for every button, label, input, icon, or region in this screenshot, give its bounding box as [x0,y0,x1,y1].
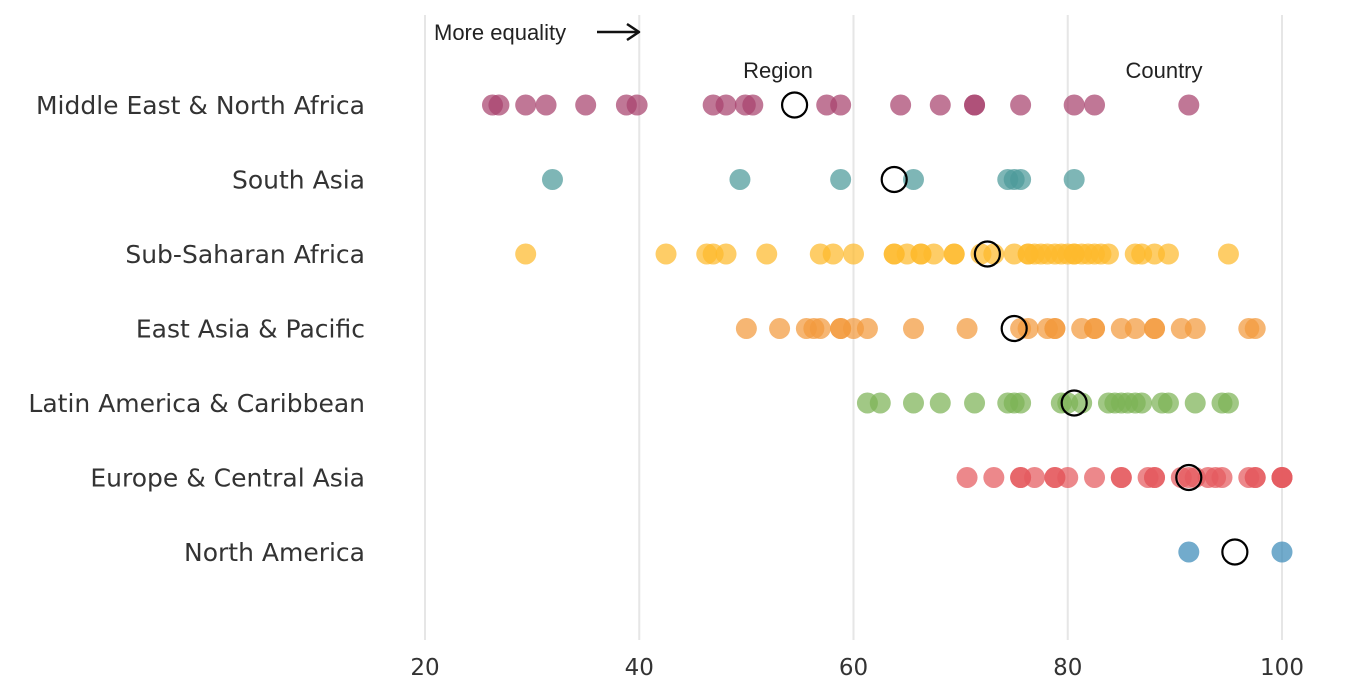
country-point [1178,94,1200,116]
country-point [869,392,891,414]
country-point [1217,392,1239,414]
country-point [1131,392,1153,414]
country-point [1244,467,1266,488]
x-tick-label: 60 [839,655,868,681]
country-point [964,94,986,116]
category-label: South Asia [232,166,365,195]
country-point [843,243,864,265]
country-point [923,243,945,265]
country-point [1063,94,1085,116]
country-point [1144,318,1166,339]
country-legend-label: Country [1125,58,1202,83]
country-point [1178,541,1200,563]
category-label: Sub-Saharan Africa [125,240,365,269]
country-points [481,94,1293,563]
country-point [1097,243,1119,265]
country-point [1084,467,1106,488]
country-point [535,94,557,116]
country-point [856,318,878,339]
country-point [1010,392,1032,414]
country-point [809,318,831,339]
country-point [1084,318,1106,339]
country-point [983,467,1005,488]
region-marker [1060,389,1088,417]
country-point [1110,467,1132,488]
country-point [956,467,978,488]
country-point [1157,392,1179,414]
region-marker [1221,538,1249,566]
country-point [1010,169,1032,190]
country-point [729,169,751,190]
x-tick-label: 80 [1053,655,1082,681]
country-point [488,94,510,116]
country-point [1024,467,1046,488]
region-marker [973,240,1002,268]
category-label: East Asia & Pacific [136,315,365,344]
country-point [902,392,924,414]
country-point [735,318,757,339]
category-label: North America [184,538,365,567]
x-tick-label: 100 [1260,655,1304,681]
country-point [822,243,844,265]
country-point [1063,169,1085,190]
country-point [929,392,951,414]
country-point [1084,94,1106,116]
region-marker [880,165,908,194]
country-point [769,318,791,339]
x-axis-tick-labels: 20 40 60 80 100 [410,655,1304,681]
x-tick-label: 20 [410,655,439,681]
region-legend-label: Region [743,58,813,83]
x-tick-label: 40 [625,655,654,681]
country-point [943,243,965,265]
right-arrow-icon [597,22,641,42]
country-point [515,94,537,116]
country-point [756,243,778,265]
country-point [1211,467,1233,488]
region-markers [780,91,1249,566]
country-point [1244,318,1266,339]
country-point [964,392,986,414]
country-point [902,169,924,190]
country-point [1010,94,1032,116]
country-point [515,243,537,265]
country-point [1271,541,1293,563]
category-label: Middle East & North Africa [36,91,365,120]
country-point [1144,467,1166,488]
category-labels: Middle East & North Africa South Asia Sub-… [28,91,365,567]
country-point [541,169,563,190]
country-point [1071,392,1093,414]
country-point [956,318,978,339]
country-point [890,94,912,116]
region-marker [1175,463,1203,492]
country-point [1017,318,1039,339]
country-point [1044,318,1066,339]
region-marker [1000,314,1028,343]
country-point [715,94,737,116]
country-point [902,318,924,339]
more-equality-label: More equality [434,20,566,45]
more-equality-annotation: More equality [434,20,641,45]
country-point [1184,392,1206,414]
country-point [830,169,852,190]
category-label: Latin America & Caribbean [28,389,365,418]
country-point [1057,467,1079,488]
country-point [742,94,764,116]
country-point [1157,243,1179,265]
country-point [983,243,1005,265]
country-point [929,94,951,116]
country-point [626,94,648,116]
country-point [575,94,597,116]
country-point [1184,318,1206,339]
country-point [1217,243,1239,265]
country-point [1271,467,1293,488]
country-point [715,243,737,265]
country-point [655,243,677,265]
country-point [1124,318,1146,339]
country-point [830,94,852,116]
category-label: Europe & Central Asia [90,464,365,493]
region-marker [780,91,809,119]
